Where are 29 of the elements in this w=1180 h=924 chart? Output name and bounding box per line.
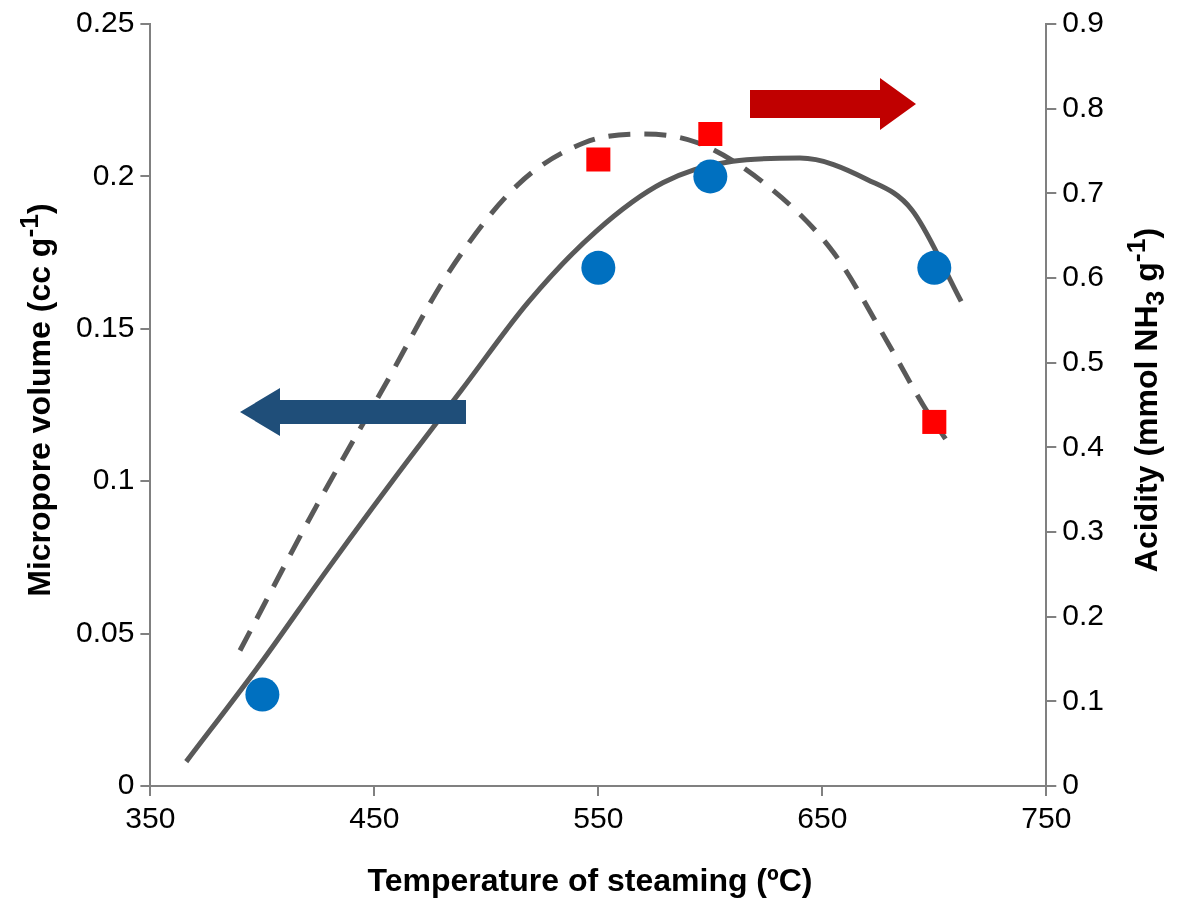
y2-tick-label: 0.6 bbox=[1062, 259, 1105, 293]
y2-tick-label: 0.7 bbox=[1062, 174, 1105, 208]
point bbox=[698, 122, 723, 147]
y2-tick-label: 0.3 bbox=[1062, 513, 1105, 547]
point bbox=[693, 159, 728, 194]
y-tick-label: 0.2 bbox=[92, 157, 135, 191]
point bbox=[581, 250, 616, 285]
y2-tick-label: 0.8 bbox=[1062, 89, 1105, 123]
point bbox=[245, 677, 280, 712]
point bbox=[922, 409, 947, 434]
y-tick-label: 0.15 bbox=[76, 310, 135, 344]
y-tick-label: 0 bbox=[117, 767, 135, 801]
y2-tick-label: 0.2 bbox=[1062, 597, 1105, 631]
x-tick-label: 350 bbox=[125, 801, 176, 835]
x-tick-label: 550 bbox=[573, 801, 624, 835]
y2-tick-label: 0.4 bbox=[1062, 428, 1105, 462]
y2-tick-label: 0.5 bbox=[1062, 343, 1105, 377]
x-tick-label: 650 bbox=[797, 801, 848, 835]
y-tick-label: 0.05 bbox=[76, 614, 135, 648]
y2-tick-label: 0 bbox=[1062, 767, 1079, 801]
x-tick-label: 750 bbox=[1021, 801, 1072, 835]
point bbox=[586, 147, 611, 172]
y-tick-label: 0.25 bbox=[76, 5, 135, 39]
y2-tick-label: 0.9 bbox=[1062, 5, 1105, 39]
y2-tick-label: 0.1 bbox=[1062, 682, 1105, 716]
point bbox=[917, 250, 952, 285]
y-tick-label: 0.1 bbox=[92, 462, 135, 496]
x-tick-label: 450 bbox=[349, 801, 400, 835]
x-axis-title: Temperature of steaming (ºC) bbox=[366, 862, 814, 899]
